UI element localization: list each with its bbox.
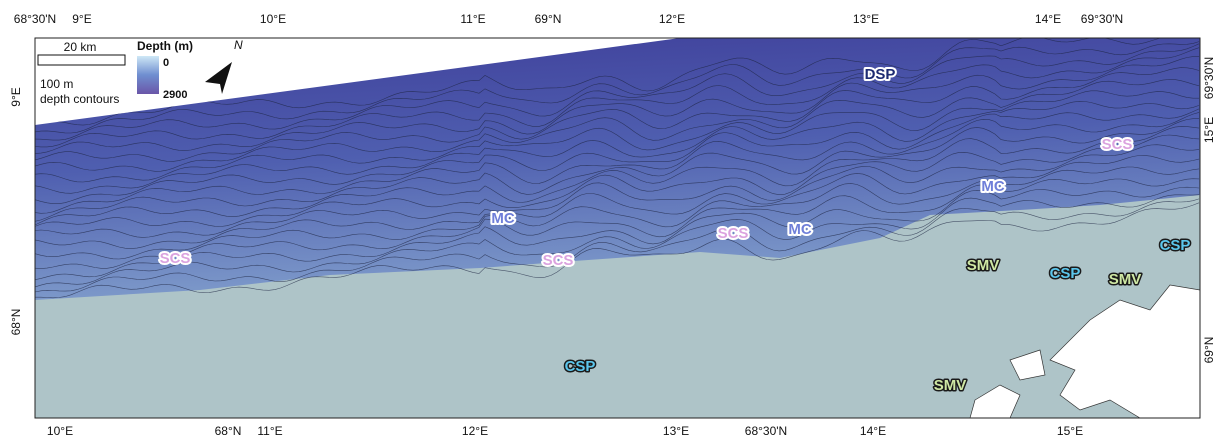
- right-label: 15°E: [1202, 117, 1216, 143]
- scale-bar: [38, 55, 125, 65]
- depth-title: Depth (m): [137, 39, 193, 53]
- contour-note: 100 m: [40, 77, 73, 91]
- depth-min: 0: [163, 57, 169, 69]
- top-label: 13°E: [853, 12, 879, 26]
- top-label: 10°E: [260, 12, 286, 26]
- region-label: SCS: [160, 250, 191, 267]
- bottom-label: 10°E: [47, 424, 73, 438]
- region-label: SMV: [934, 377, 967, 394]
- bottom-label: 68°N: [215, 424, 242, 438]
- top-label: 69°30'N: [1081, 12, 1123, 26]
- legend: 20 km 100 m depth contours Depth (m) 0 2…: [38, 38, 243, 106]
- scale-label: 20 km: [64, 40, 97, 54]
- top-label: 14°E: [1035, 12, 1061, 26]
- map-area: [35, 36, 1200, 418]
- left-label: 9°E: [9, 87, 23, 106]
- top-label: 11°E: [460, 12, 485, 26]
- bottom-label: 12°E: [462, 424, 488, 438]
- region-label: DSP: [865, 66, 896, 83]
- region-label: SCS: [1102, 136, 1133, 153]
- left-label: 68°N: [9, 309, 23, 336]
- region-label: MC: [491, 210, 514, 227]
- region-label: SCS: [718, 225, 749, 242]
- top-label: 9°E: [72, 12, 91, 26]
- depth-max: 2900: [163, 89, 187, 101]
- region-label: MC: [788, 221, 811, 238]
- region-label: CSP: [1050, 265, 1081, 282]
- right-label: 69°N: [1202, 337, 1216, 364]
- top-label: 68°30'N: [14, 12, 56, 26]
- region-label: CSP: [1160, 237, 1191, 254]
- region-label: CSP: [565, 358, 596, 375]
- bottom-label: 11°E: [257, 424, 282, 438]
- map: 68°30'N 9°E 10°E 11°E 69°N 12°E 13°E 14°…: [0, 0, 1222, 439]
- depth-ramp: [137, 56, 159, 94]
- top-label: 69°N: [535, 12, 562, 26]
- bottom-label: 68°30'N: [745, 424, 787, 438]
- bottom-label: 15°E: [1057, 424, 1083, 438]
- contour-note: depth contours: [40, 92, 119, 106]
- top-label: 12°E: [659, 12, 685, 26]
- region-label: SMV: [967, 257, 1000, 274]
- north-label: N: [234, 38, 243, 52]
- region-label: SCS: [543, 252, 574, 269]
- region-label: MC: [981, 178, 1004, 195]
- north-arrow: [205, 62, 232, 94]
- right-label: 69°30'N: [1202, 57, 1216, 99]
- bottom-label: 13°E: [663, 424, 689, 438]
- region-label: SMV: [1109, 271, 1142, 288]
- bottom-label: 14°E: [860, 424, 886, 438]
